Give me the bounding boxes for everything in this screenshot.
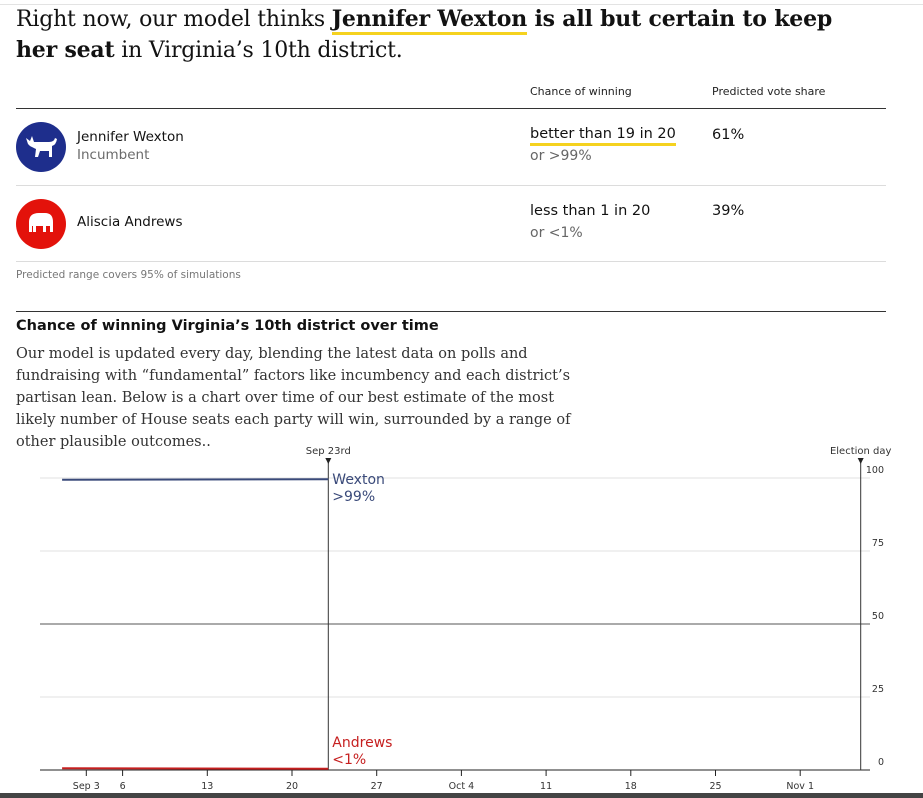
predicted-vote-share: 39% xyxy=(712,203,745,219)
y-tick-label: 50 xyxy=(872,611,884,622)
marker-arrow xyxy=(857,458,864,464)
democratic-donkey-icon xyxy=(16,122,66,172)
y-tick-label: 100 xyxy=(866,465,884,476)
series-value-andrews: <1% xyxy=(332,752,366,768)
today-marker-label: Sep 23rd xyxy=(306,446,351,457)
y-tick-label: 25 xyxy=(872,684,884,695)
chance-over-time-chart: 0 25 50 75 100 Sep 3 6 13 20 27 Oct 4 11 18 25 Nov 1 Se… xyxy=(40,446,892,792)
top-divider xyxy=(0,4,923,5)
headline-candidate-name: Jennifer Wexton xyxy=(331,6,527,35)
x-tick-label: 27 xyxy=(371,781,383,792)
predicted-vote-share: 61% xyxy=(712,127,745,143)
column-header-vote-share: Predicted vote share xyxy=(712,85,826,98)
table-header-divider xyxy=(16,108,886,109)
series-value-wexton: >99% xyxy=(332,489,375,505)
chance-of-winning: better than 19 in 20 xyxy=(530,126,676,146)
x-tick-label: 20 xyxy=(286,781,298,792)
x-tick-label: 13 xyxy=(201,781,213,792)
row-divider xyxy=(16,261,886,262)
footnote: Predicted range covers 95% of simulation… xyxy=(16,269,241,281)
headline-part-3: in Virginia’s 10th district. xyxy=(114,38,403,63)
series-label-wexton: Wexton xyxy=(332,472,385,488)
chart-section-title: Chance of winning Virginia’s 10th distri… xyxy=(16,318,439,334)
chance-percentage: or >99% xyxy=(530,148,592,164)
y-tick-label: 0 xyxy=(878,757,884,768)
y-tick-label: 75 xyxy=(872,538,884,549)
x-tick-label: Oct 4 xyxy=(449,781,475,792)
x-tick-label: 6 xyxy=(120,781,126,792)
headline-part-1: Right now, our model thinks xyxy=(16,7,332,32)
row-divider xyxy=(16,185,886,186)
candidate-name: Aliscia Andrews xyxy=(77,214,183,230)
x-tick-label: Sep 3 xyxy=(73,781,100,792)
candidate-name: Jennifer Wexton xyxy=(77,129,184,145)
chance-of-winning: less than 1 in 20 xyxy=(530,203,651,219)
election-day-label: Election day xyxy=(830,446,892,457)
candidate-subtitle: Incumbent xyxy=(77,147,150,163)
x-tick-label: 11 xyxy=(540,781,552,792)
series-label-andrews: Andrews xyxy=(332,735,392,751)
column-header-chance: Chance of winning xyxy=(530,85,632,98)
x-tick-label: 18 xyxy=(625,781,637,792)
series-line-andrews xyxy=(62,767,329,770)
series-line-wexton xyxy=(62,478,329,481)
headline-part-2: is all but certain to keep her seat xyxy=(16,6,833,63)
marker-arrow xyxy=(325,458,332,464)
section-divider xyxy=(16,311,886,312)
chance-percentage: or <1% xyxy=(530,225,583,241)
x-tick-label: Nov 1 xyxy=(786,781,814,792)
bottom-scrollbar xyxy=(0,793,923,798)
headline: Right now, our model thinks Jennifer Wex… xyxy=(16,4,876,66)
republican-elephant-icon xyxy=(16,199,66,249)
chart-section-description: Our model is updated every day, blending… xyxy=(16,346,571,450)
x-tick-label: 25 xyxy=(709,781,721,792)
